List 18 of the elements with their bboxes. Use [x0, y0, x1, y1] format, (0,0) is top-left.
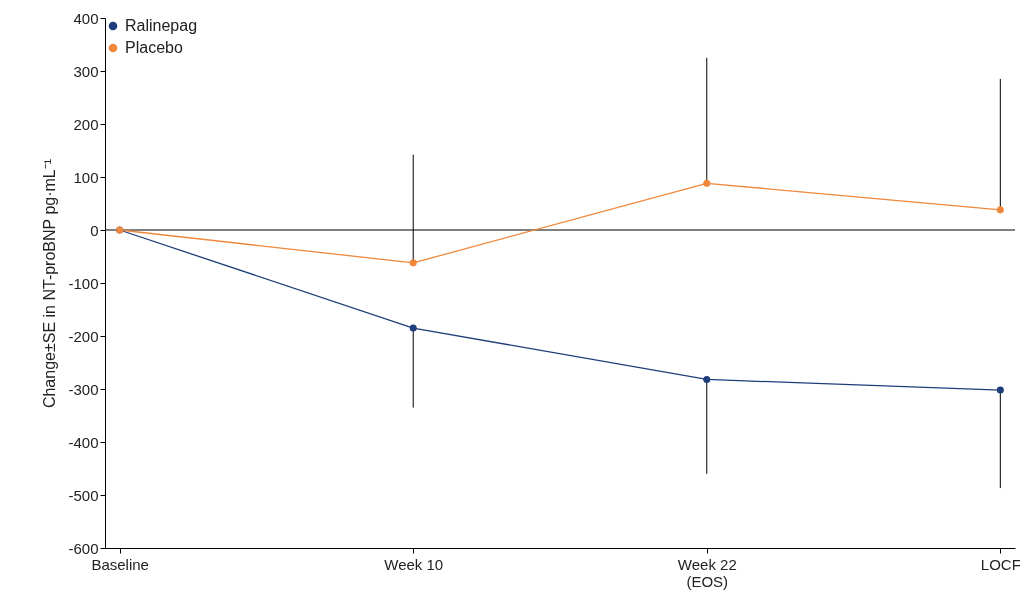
x-tick-label: Baseline [91, 555, 149, 573]
y-tick-label: -500 [68, 486, 99, 504]
y-tick-label: 200 [73, 115, 99, 133]
y-axis-title: Change±SE in NT-proBNP pg·mL⁻¹ [41, 158, 59, 409]
y-tick-label: 400 [73, 9, 99, 27]
y-tick-label: 300 [73, 62, 99, 80]
y-tick-label: -300 [68, 380, 99, 398]
y-tick-label: -100 [68, 274, 99, 292]
y-tick-label: 100 [73, 168, 99, 186]
x-tick-label: Week 22 (EOS) [677, 555, 737, 590]
x-tick-label: Week 10 [384, 555, 444, 573]
y-tick-label: -600 [68, 539, 99, 557]
x-tick-label: LOCF [980, 555, 1021, 573]
legend-label: Ralinepag [125, 17, 198, 34]
y-tick-label: 0 [90, 221, 99, 239]
legend-label: Placebo [125, 39, 183, 56]
y-tick-label: -400 [68, 433, 99, 451]
y-tick-label: -200 [68, 327, 99, 345]
